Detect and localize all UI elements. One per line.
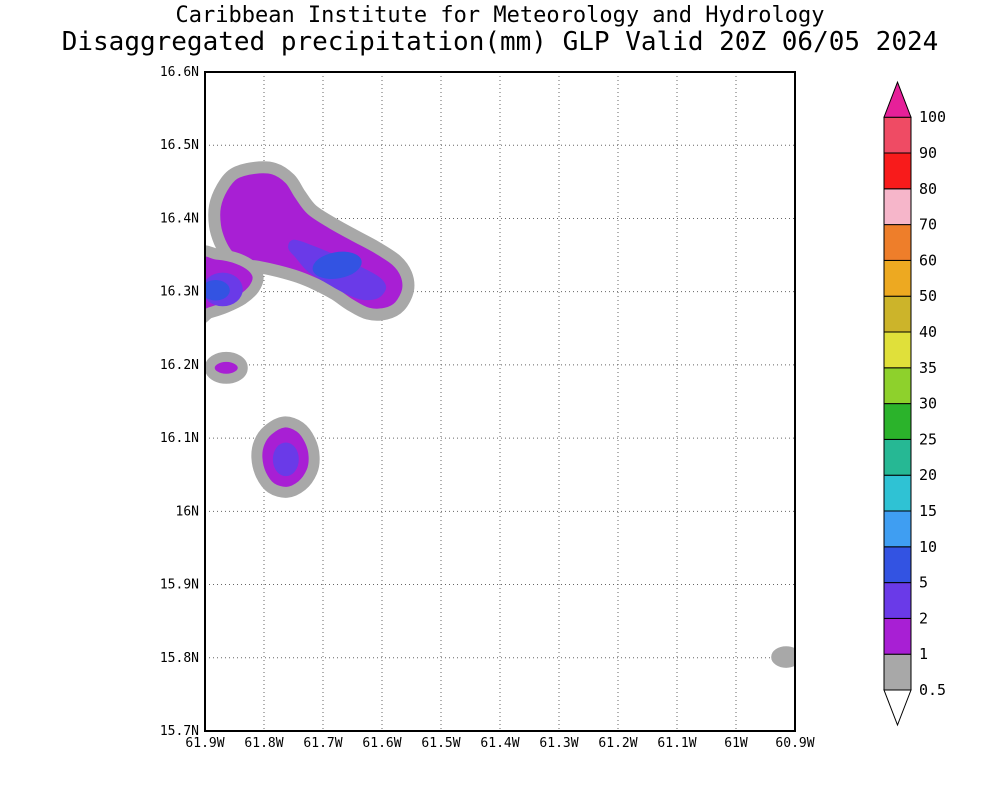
colorbar-label: 90	[919, 144, 937, 162]
colorbar-label: 60	[919, 251, 937, 269]
south-rain-cell-core	[272, 442, 299, 477]
x-tick-label: 61.5W	[421, 736, 460, 751]
colorbar-label: 15	[919, 502, 937, 520]
colorbar-band	[883, 438, 912, 476]
colorbar-band	[883, 259, 912, 297]
grid-lines	[204, 71, 796, 732]
colorbar-band	[883, 367, 912, 405]
colorbar-label: 1	[919, 645, 928, 663]
colorbar-band	[883, 546, 912, 584]
colorbar-label: 20	[919, 466, 937, 484]
colorbar-band	[883, 152, 912, 190]
colorbar-label: 50	[919, 287, 937, 305]
colorbar-label: 10	[919, 538, 937, 556]
colorbar-bottom-arrow	[883, 689, 912, 727]
colorbar-label: 35	[919, 359, 937, 377]
colorbar-label: 40	[919, 323, 937, 341]
y-tick-label: 16.1N	[160, 431, 199, 446]
colorbar-band	[883, 331, 912, 369]
y-tick-label: 16.2N	[160, 358, 199, 373]
x-tick-label: 61.6W	[362, 736, 401, 751]
x-tick-label: 60.9W	[775, 736, 814, 751]
y-tick-label: 16.3N	[160, 285, 199, 300]
y-tick-label: 16.6N	[160, 65, 199, 80]
colorbar-band	[883, 510, 912, 548]
colorbar-label: 5	[919, 574, 928, 592]
precip-features	[205, 161, 795, 668]
colorbar-band	[883, 474, 912, 512]
x-tick-label: 61.1W	[657, 736, 696, 751]
y-tick-label: 15.8N	[160, 651, 199, 666]
y-tick-label: 15.7N	[160, 724, 199, 739]
east-edge-spot	[771, 646, 795, 668]
colorbar-label: 0.5	[919, 681, 946, 699]
colorbar-top-arrow	[883, 80, 912, 118]
colorbar-band	[883, 188, 912, 226]
x-tick-label: 61.9W	[185, 736, 224, 751]
figure-title: Caribbean Institute for Meteorology and …	[175, 3, 825, 28]
colorbar-band	[883, 116, 912, 154]
west-edge-band-core	[205, 279, 230, 301]
colorbar-band	[883, 653, 912, 691]
figure-subtitle: Disaggregated precipitation(mm) GLP Vali…	[61, 27, 939, 57]
colorbar-band	[883, 582, 912, 619]
colorbar-band	[883, 403, 912, 440]
colorbar-label: 25	[919, 430, 937, 448]
north-rain-cell-core	[312, 251, 362, 279]
x-tick-label: 61.4W	[480, 736, 519, 751]
colorbar-label: 30	[919, 395, 937, 413]
x-tick-label: 61.8W	[244, 736, 283, 751]
x-tick-label: 61.7W	[303, 736, 342, 751]
y-tick-label: 16.4N	[160, 211, 199, 226]
colorbar-band	[883, 295, 912, 333]
colorbar-band	[883, 617, 912, 655]
colorbar-label: 2	[919, 609, 928, 627]
x-tick-label: 61.3W	[539, 736, 578, 751]
plot-frame	[204, 71, 796, 732]
y-tick-label: 16.5N	[160, 138, 199, 153]
colorbar-label: 70	[919, 216, 937, 234]
x-tick-label: 61.2W	[598, 736, 637, 751]
y-tick-label: 16N	[176, 504, 199, 519]
axis-labels: 16.6N 16.5N 16.4N 16.3N 16.2N 16.1N 16N 15.9N 15…	[160, 65, 815, 751]
colorbar-band	[883, 224, 912, 261]
colorbar-label: 80	[919, 180, 937, 198]
y-tick-label: 15.9N	[160, 578, 199, 593]
x-tick-label: 61W	[724, 736, 748, 751]
colorbar-label: 100	[919, 108, 946, 126]
small-rain-cell	[205, 351, 248, 384]
